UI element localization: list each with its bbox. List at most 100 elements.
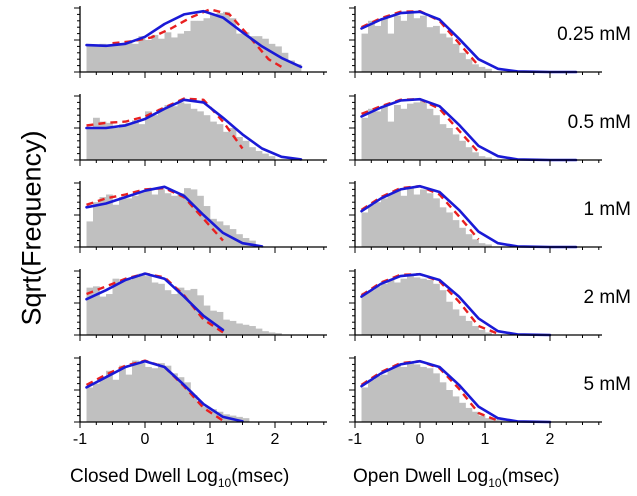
histogram-bar xyxy=(216,411,224,422)
histogram-bar xyxy=(151,368,159,422)
histogram-bar xyxy=(446,128,453,160)
histogram-bar xyxy=(452,309,460,335)
histogram-bar xyxy=(361,387,369,422)
histogram-bar xyxy=(145,40,152,72)
histogram-bar xyxy=(485,157,492,160)
histogram-bar xyxy=(446,390,453,422)
histogram-bar xyxy=(255,328,263,335)
histogram-bar xyxy=(485,418,492,422)
histogram-bar xyxy=(184,382,191,422)
histogram-bar xyxy=(407,186,414,247)
histogram-bar xyxy=(106,122,113,160)
histogram-bar xyxy=(459,315,466,335)
histogram-bar xyxy=(381,198,388,247)
dashed-fit-line xyxy=(112,8,283,68)
histogram-bar xyxy=(197,111,204,160)
histogram-bar xyxy=(236,33,243,72)
x-tick-label: -1 xyxy=(348,431,362,448)
histogram-bar xyxy=(125,42,133,72)
histogram-bar xyxy=(210,409,217,422)
histogram-bar xyxy=(119,281,126,335)
histogram-bar xyxy=(138,191,146,247)
histogram-bar xyxy=(151,194,159,247)
histogram-bar xyxy=(478,329,486,335)
histogram-bar xyxy=(145,276,152,335)
histogram-bar xyxy=(93,202,100,247)
histogram-bar xyxy=(151,282,159,335)
histogram-bar xyxy=(446,212,453,247)
histogram-bar xyxy=(452,396,460,422)
histogram-bar xyxy=(216,311,224,335)
histogram-bar xyxy=(394,189,401,247)
histogram-bar xyxy=(223,131,230,160)
histogram-bar xyxy=(413,102,421,160)
histogram-bar xyxy=(106,294,113,335)
histogram-bar xyxy=(459,140,466,160)
histogram-bar xyxy=(106,194,113,247)
x-tick-label: 0 xyxy=(141,431,150,448)
histogram-bar xyxy=(361,117,369,160)
solid-fit-line xyxy=(360,359,552,424)
histogram-bar xyxy=(151,115,159,160)
histogram-bar xyxy=(472,64,479,72)
histogram-bar xyxy=(394,282,401,335)
histogram-bar xyxy=(138,363,146,422)
histogram-bar xyxy=(164,32,172,72)
histogram-bar xyxy=(164,104,172,160)
histogram-bar xyxy=(426,279,434,335)
histogram-bar xyxy=(125,198,133,247)
histogram-bar xyxy=(177,377,185,422)
histogram-bar xyxy=(190,108,198,160)
histogram-bar xyxy=(93,383,100,422)
histogram-bar xyxy=(184,188,191,247)
concentration-label: 1 mM xyxy=(584,199,632,220)
histogram-bar xyxy=(433,373,440,422)
histogram-bar xyxy=(294,64,302,72)
histogram-bar xyxy=(106,370,113,422)
histogram-bar xyxy=(472,411,479,422)
histogram-bar xyxy=(99,197,107,247)
histogram-bar xyxy=(158,38,165,72)
histogram-bar xyxy=(465,59,473,72)
histogram-bar xyxy=(93,286,100,335)
solid-fit-line xyxy=(360,272,552,337)
histogram-bar xyxy=(190,20,198,72)
histogram-bar xyxy=(368,20,375,72)
histogram-bar xyxy=(236,136,243,160)
histogram-bar xyxy=(132,120,139,160)
histogram-bar xyxy=(478,415,486,422)
histogram-bar xyxy=(203,18,211,73)
histogram-bar xyxy=(132,195,139,247)
histogram-bar xyxy=(112,204,120,247)
histogram-bar xyxy=(177,102,185,160)
histogram-bar xyxy=(426,368,434,422)
histogram-bar xyxy=(426,108,434,160)
histogram-bar xyxy=(452,220,460,247)
histogram-bar xyxy=(203,406,211,422)
histogram-bar xyxy=(420,101,427,160)
histogram-bar xyxy=(407,13,414,73)
concentration-label: 0.5 mM xyxy=(568,112,631,133)
x-axis-title-closed: Closed Dwell Log10(msec) xyxy=(70,466,289,490)
histogram-bar xyxy=(223,319,230,335)
histogram-bar xyxy=(485,68,492,72)
histogram-bar xyxy=(119,365,126,422)
histogram-bar xyxy=(387,368,395,422)
histogram-bar xyxy=(145,111,152,160)
histogram-bar xyxy=(132,43,139,72)
histogram-bar xyxy=(203,115,211,160)
histogram-bar xyxy=(171,195,178,247)
histogram-bar xyxy=(99,43,107,72)
histogram-bar xyxy=(119,43,126,72)
histogram-bar xyxy=(374,375,382,422)
histogram-bar xyxy=(203,305,211,335)
histogram-bar xyxy=(158,108,165,160)
histogram-bar xyxy=(255,36,263,72)
histogram-bar xyxy=(433,115,440,160)
histogram-bar xyxy=(249,147,256,160)
x-tick-label: 1 xyxy=(206,431,215,448)
histogram-bar xyxy=(216,13,224,73)
histogram-bar xyxy=(368,108,375,160)
histogram-bar xyxy=(138,273,146,335)
concentration-label: 5 mM xyxy=(584,374,632,395)
